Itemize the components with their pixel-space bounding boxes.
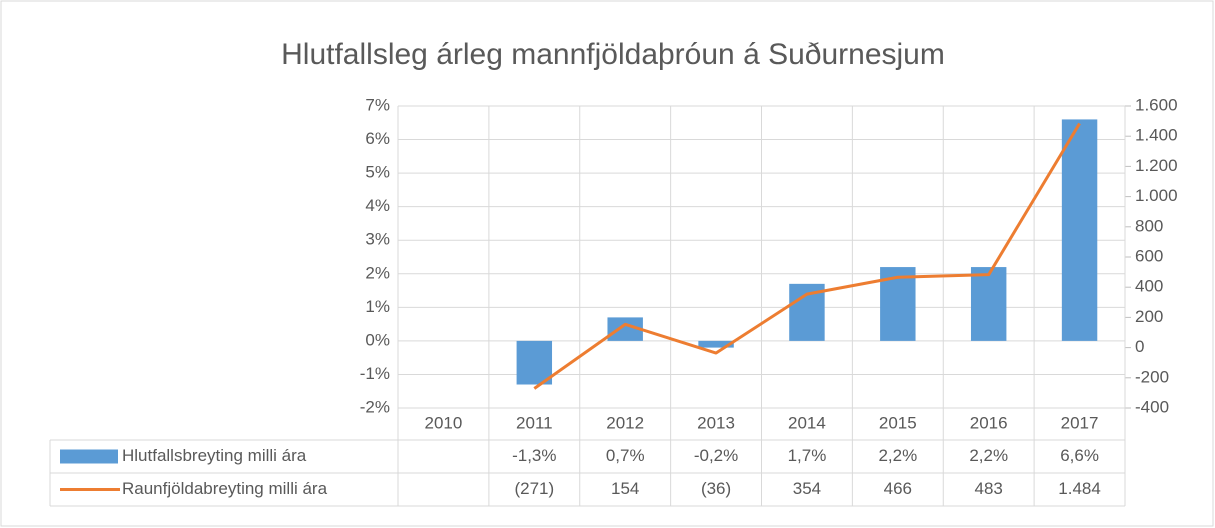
- x-tick-label: 2017: [1061, 413, 1099, 432]
- y-tick-label: 5%: [365, 163, 390, 182]
- y2-tick-label: 1.600: [1135, 95, 1178, 114]
- table-cell: (36): [701, 479, 731, 498]
- x-tick-label: 2016: [970, 413, 1008, 432]
- x-tick-label: 2011: [516, 413, 553, 432]
- table-cell: 0,7%: [606, 446, 645, 465]
- bar: [970, 267, 1007, 341]
- y-tick-label: 0%: [365, 330, 390, 349]
- y-tick-label: 4%: [365, 196, 390, 215]
- table-cell: -1,3%: [512, 446, 556, 465]
- bar: [698, 340, 734, 348]
- y-tick-label: 1%: [365, 297, 390, 316]
- table-cell: 2,2%: [969, 446, 1008, 465]
- y2-tick-label: 0: [1135, 337, 1144, 356]
- table-cell: 154: [611, 479, 639, 498]
- bar: [1061, 119, 1098, 341]
- chart-title: Hlutfallsleg árleg mannfjöldaþróun á Suð…: [281, 38, 945, 71]
- y2-tick-label: 200: [1135, 307, 1163, 326]
- bar: [516, 340, 553, 385]
- table-cell: -0,2%: [694, 446, 738, 465]
- y2-tick-label: 1.400: [1135, 126, 1178, 145]
- y-tick-label: -1%: [360, 364, 390, 383]
- y2-tick-label: 800: [1135, 216, 1163, 235]
- legend-label: Hlutfallsbreyting milli ára: [122, 446, 307, 465]
- table-cell: 6,6%: [1060, 446, 1099, 465]
- table-cell: 1,7%: [788, 446, 827, 465]
- table-cell: 354: [793, 479, 821, 498]
- table-cell: 1.484: [1058, 479, 1101, 498]
- table-cell: (271): [514, 479, 554, 498]
- x-tick-label: 2015: [879, 413, 917, 432]
- y2-tick-label: 400: [1135, 277, 1163, 296]
- x-tick-label: 2010: [425, 413, 463, 432]
- x-tick-label: 2013: [697, 413, 735, 432]
- y-tick-label: -2%: [360, 397, 390, 416]
- x-tick-label: 2014: [788, 413, 826, 432]
- table-cell: 2,2%: [878, 446, 917, 465]
- legend-label: Raunfjöldabreyting milli ára: [122, 479, 328, 498]
- y-tick-label: 6%: [365, 129, 390, 148]
- y2-tick-label: 1.200: [1135, 156, 1178, 175]
- line: [533, 122, 1081, 390]
- y2-tick-label: 1.000: [1135, 186, 1178, 205]
- legend-key: [60, 449, 118, 464]
- y-tick-label: 7%: [365, 95, 390, 114]
- y-tick-label: 2%: [365, 263, 390, 282]
- bar: [607, 317, 643, 341]
- y-tick-label: 3%: [365, 230, 390, 249]
- x-tick-label: 2012: [606, 413, 644, 432]
- y2-tick-label: -400: [1135, 397, 1169, 416]
- table-cell: 483: [975, 479, 1003, 498]
- y2-tick-label: -200: [1135, 367, 1169, 386]
- table-cell: 466: [884, 479, 912, 498]
- y2-tick-label: 600: [1135, 246, 1163, 265]
